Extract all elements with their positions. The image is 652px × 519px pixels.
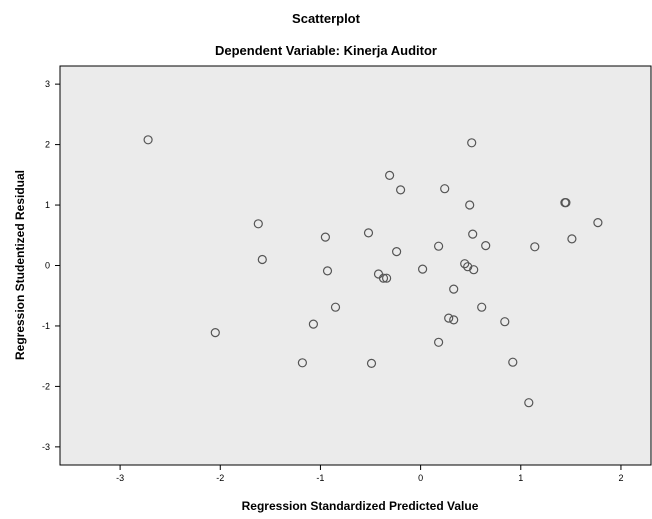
y-tick-label: -1	[42, 321, 50, 331]
x-tick-label: 1	[518, 473, 523, 483]
scatter-point	[468, 229, 478, 239]
x-tick-label: -1	[316, 473, 324, 483]
scatter-point	[366, 358, 377, 368]
scatter-point	[382, 273, 392, 283]
y-tick-label: 3	[45, 79, 50, 89]
scatter-point	[530, 242, 540, 252]
scatter-point	[508, 357, 518, 367]
scatter-point	[477, 302, 487, 312]
scatter-point	[469, 265, 479, 275]
scatter-point	[418, 264, 428, 274]
scatter-point	[253, 219, 263, 229]
scatter-point	[467, 138, 477, 148]
scatter-point	[308, 319, 318, 329]
scatter-point	[524, 398, 534, 408]
x-tick-label: -2	[216, 473, 224, 483]
scatter-point	[481, 241, 491, 251]
scatter-point	[392, 247, 402, 257]
scatter-point	[434, 241, 444, 251]
y-tick-label: 0	[45, 261, 50, 271]
scatter-point	[444, 313, 454, 323]
data-points	[143, 135, 603, 408]
scatter-point	[396, 185, 406, 195]
scatter-point	[378, 273, 389, 283]
y-tick-label: 2	[45, 140, 50, 150]
y-tick-label: -3	[42, 442, 50, 452]
scatter-point	[257, 254, 267, 265]
y-tick-label: -2	[42, 381, 50, 391]
scatter-point	[500, 317, 510, 327]
scatter-point	[385, 170, 395, 180]
scatter-point	[460, 259, 470, 269]
y-axis: -3 -2 -1 0 1 2 3	[42, 79, 60, 452]
scatter-point	[210, 328, 220, 338]
chart-subtitle: Dependent Variable: Kinerja Auditor	[215, 43, 437, 58]
scatter-point	[143, 135, 153, 145]
x-axis-label: Regression Standardized Predicted Value	[242, 499, 479, 513]
y-axis-label: Regression Studentized Residual	[13, 170, 27, 360]
plot-area	[59, 65, 652, 466]
scatter-point	[593, 218, 603, 228]
scatter-point	[465, 200, 475, 210]
scatter-point	[561, 198, 571, 208]
scatter-point	[440, 184, 450, 194]
scatter-point	[330, 302, 341, 312]
scatter-point	[320, 232, 330, 242]
scatter-point	[363, 228, 374, 238]
scatter-point	[449, 315, 459, 325]
chart-title: Scatterplot	[292, 11, 361, 26]
scatter-point	[322, 266, 333, 276]
x-tick-label: 0	[418, 473, 423, 483]
y-tick-label: 1	[45, 200, 50, 210]
scatter-point	[297, 358, 307, 368]
scatter-point	[434, 337, 444, 347]
scatter-point	[449, 284, 459, 294]
x-axis: -3 -2 -1 0 1 2	[116, 465, 623, 483]
x-tick-label: -3	[116, 473, 124, 483]
x-tick-label: 2	[618, 473, 623, 483]
scatter-point	[567, 234, 577, 244]
